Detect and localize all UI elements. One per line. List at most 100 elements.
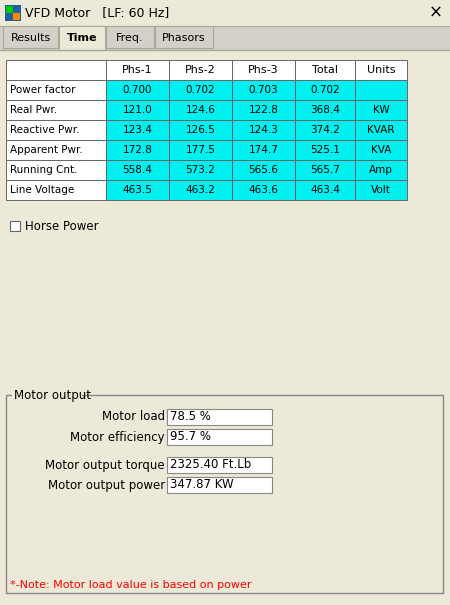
Bar bbox=[167, 409, 272, 425]
Bar bbox=[232, 60, 295, 80]
Text: 95.7 %: 95.7 % bbox=[170, 431, 211, 443]
Text: Phs-1: Phs-1 bbox=[122, 65, 153, 75]
Bar bbox=[106, 26, 154, 48]
Bar bbox=[167, 429, 272, 445]
Text: *-Note: Motor load value is based on power: *-Note: Motor load value is based on pow… bbox=[10, 580, 252, 590]
Text: 558.4: 558.4 bbox=[122, 165, 153, 175]
Bar bbox=[169, 80, 232, 100]
Text: KVAR: KVAR bbox=[367, 125, 395, 135]
Text: 565.7: 565.7 bbox=[310, 165, 340, 175]
Text: 172.8: 172.8 bbox=[122, 145, 153, 155]
Text: 463.5: 463.5 bbox=[122, 185, 153, 195]
Bar bbox=[6, 100, 106, 120]
Text: 0.700: 0.700 bbox=[123, 85, 152, 95]
Text: 0.702: 0.702 bbox=[310, 85, 340, 95]
Bar bbox=[3, 26, 58, 48]
Text: Line Voltage: Line Voltage bbox=[10, 185, 74, 195]
Bar bbox=[6, 160, 106, 180]
Text: Freq.: Freq. bbox=[116, 33, 144, 43]
Text: 124.3: 124.3 bbox=[248, 125, 279, 135]
Text: Reactive Pwr.: Reactive Pwr. bbox=[10, 125, 80, 135]
Text: Motor output torque: Motor output torque bbox=[45, 459, 165, 471]
Text: KW: KW bbox=[373, 105, 389, 115]
Text: 78.5 %: 78.5 % bbox=[170, 411, 211, 423]
Text: Volt: Volt bbox=[371, 185, 391, 195]
Bar bbox=[295, 160, 355, 180]
Bar bbox=[10, 221, 20, 231]
Bar bbox=[0, 26, 450, 50]
Text: Phasors: Phasors bbox=[162, 33, 206, 43]
Text: 174.7: 174.7 bbox=[248, 145, 279, 155]
Bar bbox=[6, 180, 106, 200]
Text: 123.4: 123.4 bbox=[122, 125, 153, 135]
Text: 0.702: 0.702 bbox=[186, 85, 215, 95]
Bar bbox=[295, 180, 355, 200]
Bar bbox=[106, 60, 169, 80]
Bar bbox=[355, 180, 407, 200]
Text: 573.2: 573.2 bbox=[185, 165, 216, 175]
Bar bbox=[169, 180, 232, 200]
Text: Horse Power: Horse Power bbox=[25, 220, 99, 232]
Bar bbox=[355, 120, 407, 140]
Text: Motor efficiency: Motor efficiency bbox=[70, 431, 165, 443]
Bar bbox=[106, 140, 169, 160]
Text: Results: Results bbox=[10, 33, 50, 43]
Bar bbox=[106, 180, 169, 200]
Bar bbox=[106, 160, 169, 180]
Bar bbox=[13, 13, 20, 20]
Text: 463.2: 463.2 bbox=[185, 185, 216, 195]
Bar bbox=[12, 389, 82, 401]
Text: 368.4: 368.4 bbox=[310, 105, 340, 115]
Bar bbox=[169, 120, 232, 140]
Text: 126.5: 126.5 bbox=[185, 125, 216, 135]
Text: Apparent Pwr.: Apparent Pwr. bbox=[10, 145, 83, 155]
Bar bbox=[295, 100, 355, 120]
Text: Amp: Amp bbox=[369, 165, 393, 175]
Bar bbox=[232, 140, 295, 160]
Bar bbox=[295, 60, 355, 80]
Bar bbox=[106, 80, 169, 100]
Bar bbox=[6, 395, 443, 593]
Text: 121.0: 121.0 bbox=[122, 105, 153, 115]
Bar bbox=[167, 457, 272, 473]
Text: 463.4: 463.4 bbox=[310, 185, 340, 195]
Bar bbox=[6, 60, 106, 80]
Bar bbox=[169, 160, 232, 180]
Bar bbox=[355, 140, 407, 160]
Bar bbox=[106, 120, 169, 140]
Bar bbox=[232, 180, 295, 200]
Bar bbox=[355, 80, 407, 100]
Bar bbox=[355, 160, 407, 180]
Text: Motor output: Motor output bbox=[14, 388, 91, 402]
Text: Motor output power: Motor output power bbox=[48, 479, 165, 491]
Text: 374.2: 374.2 bbox=[310, 125, 340, 135]
Bar bbox=[155, 26, 213, 48]
Bar bbox=[169, 60, 232, 80]
Bar bbox=[167, 477, 272, 493]
Text: Motor load: Motor load bbox=[102, 411, 165, 423]
Bar bbox=[6, 80, 106, 100]
Text: 122.8: 122.8 bbox=[248, 105, 279, 115]
Text: ×: × bbox=[429, 4, 443, 22]
Bar bbox=[295, 120, 355, 140]
Bar bbox=[106, 100, 169, 120]
Text: 565.6: 565.6 bbox=[248, 165, 279, 175]
Bar bbox=[295, 80, 355, 100]
Bar bbox=[5, 5, 21, 21]
Bar bbox=[6, 6, 13, 13]
Text: 124.6: 124.6 bbox=[185, 105, 216, 115]
Bar bbox=[355, 60, 407, 80]
Text: Running Cnt.: Running Cnt. bbox=[10, 165, 77, 175]
Bar bbox=[355, 100, 407, 120]
Text: VFD Motor   [LF: 60 Hz]: VFD Motor [LF: 60 Hz] bbox=[25, 7, 169, 19]
Bar bbox=[6, 120, 106, 140]
Text: KVA: KVA bbox=[371, 145, 391, 155]
Bar bbox=[0, 0, 450, 26]
Bar bbox=[232, 100, 295, 120]
Text: 177.5: 177.5 bbox=[185, 145, 216, 155]
Bar bbox=[232, 160, 295, 180]
Bar bbox=[59, 26, 105, 50]
Bar bbox=[232, 80, 295, 100]
Text: 463.6: 463.6 bbox=[248, 185, 279, 195]
Text: 2325.40 Ft.Lb: 2325.40 Ft.Lb bbox=[170, 459, 251, 471]
